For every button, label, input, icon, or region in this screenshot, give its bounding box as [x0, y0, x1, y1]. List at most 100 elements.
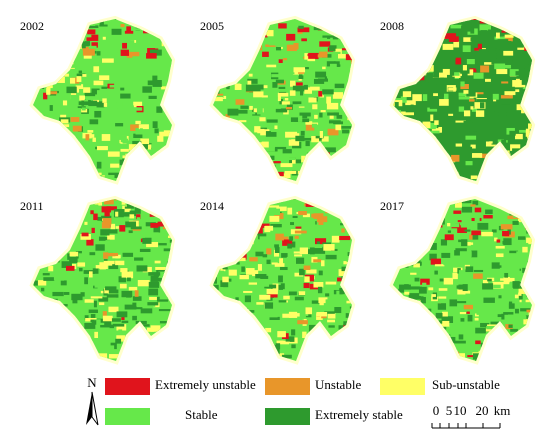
- land-patch: [231, 228, 240, 233]
- land-patch: [461, 239, 468, 247]
- land-patch: [313, 244, 324, 247]
- land-patch: [213, 310, 215, 316]
- land-patch: [134, 290, 139, 297]
- land-patch: [434, 112, 439, 117]
- land-patch: [397, 317, 401, 322]
- land-patch: [502, 36, 513, 42]
- land-patch: [509, 250, 519, 254]
- land-patch: [202, 131, 209, 136]
- land-patch: [35, 305, 42, 309]
- land-patch: [395, 137, 401, 144]
- land-patch: [297, 104, 305, 107]
- land-patch: [401, 134, 412, 141]
- land-patch: [504, 272, 509, 278]
- land-patch: [310, 176, 320, 181]
- land-patch: [232, 152, 238, 157]
- land-patch: [483, 92, 493, 96]
- land-patch: [124, 30, 134, 34]
- land-patch: [33, 355, 35, 361]
- land-patch: [458, 334, 464, 340]
- land-patch: [148, 34, 155, 41]
- land-patch: [293, 251, 305, 254]
- land-patch: [531, 262, 532, 266]
- land-patch: [91, 227, 95, 234]
- land-patch: [71, 362, 76, 366]
- land-patch: [165, 213, 170, 219]
- land-patch: [69, 258, 78, 264]
- land-patch: [44, 215, 48, 221]
- land-patch: [448, 311, 456, 316]
- land-patch: [469, 128, 477, 132]
- land-patch: [439, 99, 449, 106]
- land-patch: [441, 316, 454, 324]
- land-patch: [107, 246, 119, 253]
- land-patch: [44, 154, 56, 158]
- land-patch: [325, 293, 330, 297]
- land-patch: [424, 179, 428, 181]
- land-patch: [336, 24, 348, 32]
- land-patch: [454, 250, 462, 256]
- land-patch: [515, 44, 524, 48]
- land-patch: [90, 314, 96, 318]
- land-patch: [457, 227, 467, 233]
- land-patch: [393, 310, 394, 315]
- land-patch: [523, 72, 531, 78]
- land-patch: [295, 135, 305, 142]
- land-patch: [56, 93, 65, 99]
- land-patch: [444, 234, 454, 241]
- land-patch: [228, 269, 237, 276]
- land-patch: [412, 94, 422, 102]
- land-patch: [443, 277, 454, 285]
- land-patch: [512, 58, 521, 66]
- land-patch: [120, 200, 126, 205]
- land-patch: [52, 59, 64, 66]
- land-patch: [102, 237, 110, 241]
- land-patch: [153, 26, 158, 31]
- land-patch: [225, 182, 228, 185]
- land-patch: [397, 65, 407, 70]
- land-patch: [470, 204, 476, 207]
- land-patch: [465, 242, 471, 246]
- land-patch: [136, 164, 143, 170]
- land-patch: [311, 136, 320, 143]
- land-patch: [538, 129, 546, 135]
- land-patch: [473, 72, 484, 79]
- land-patch: [237, 330, 248, 333]
- land-patch: [468, 42, 478, 48]
- land-patch: [358, 324, 365, 327]
- land-patch: [250, 21, 258, 25]
- land-patch: [214, 340, 220, 344]
- land-patch: [483, 297, 495, 303]
- land-patch: [291, 344, 296, 349]
- land-patch: [156, 178, 166, 181]
- land-patch: [164, 182, 168, 186]
- land-patch: [69, 77, 76, 84]
- land-patch: [45, 252, 49, 260]
- land-patch: [142, 65, 152, 72]
- land-patch: [527, 41, 532, 44]
- land-patch: [269, 215, 280, 222]
- land-patch: [173, 345, 177, 347]
- land-patch: [400, 259, 408, 263]
- land-patch: [202, 224, 208, 230]
- land-patch: [337, 53, 347, 59]
- land-patch: [483, 181, 489, 184]
- land-patch: [318, 201, 323, 206]
- land-patch: [56, 346, 62, 353]
- land-patch: [238, 103, 243, 108]
- land-patch: [140, 138, 150, 145]
- land-patch: [132, 31, 144, 38]
- land-patch: [225, 178, 230, 181]
- land-patch: [350, 121, 352, 128]
- land-patch: [353, 252, 358, 255]
- land-patch: [99, 20, 104, 27]
- land-patch: [415, 119, 425, 122]
- land-patch: [213, 59, 216, 65]
- scale-label: 5: [446, 403, 453, 418]
- land-patch: [327, 71, 337, 75]
- land-patch: [514, 343, 525, 350]
- land-patch: [255, 251, 264, 257]
- land-patch: [487, 278, 492, 282]
- land-patch: [398, 146, 410, 154]
- land-patch: [236, 27, 242, 30]
